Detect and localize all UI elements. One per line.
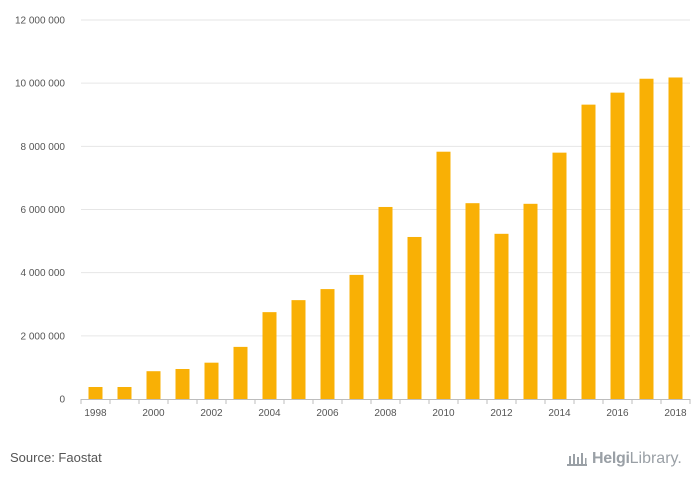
y-tick-label: 12 000 000: [15, 16, 65, 27]
bar-2004[interactable]: [262, 312, 277, 399]
x-axis-tick-labels: 1998 2000 2002 2004 2006 2008 2010 2012 2014 2016…: [84, 408, 687, 419]
x-tick-label: 2016: [606, 408, 629, 419]
bar-2007[interactable]: [349, 274, 364, 399]
library-building-icon: [567, 453, 587, 466]
bar-2005[interactable]: [291, 300, 306, 399]
bar-chart: 0 2 000 000 4 000 000 6 000 000 8 000 000 10 …: [15, 16, 691, 419]
source-note: Source: Faostat: [10, 450, 102, 465]
bar-2017[interactable]: [639, 78, 654, 400]
x-tick-label: 2002: [200, 408, 223, 419]
x-axis: [80, 399, 691, 404]
bar-2006[interactable]: [320, 289, 335, 399]
bar-1999[interactable]: [117, 386, 132, 399]
x-tick-label: 2008: [374, 408, 397, 419]
x-tick-label: 2012: [490, 408, 513, 419]
x-tick-label: 2014: [548, 408, 571, 419]
x-tick-label: 2006: [316, 408, 339, 419]
y-tick-label: 6 000 000: [21, 205, 66, 216]
logo-text-library: Library.: [629, 450, 682, 467]
bar-2003[interactable]: [233, 346, 248, 399]
bar-2001[interactable]: [175, 368, 190, 399]
bar-2012[interactable]: [494, 233, 509, 399]
bar-2011[interactable]: [465, 203, 480, 399]
y-tick-label: 10 000 000: [15, 79, 65, 90]
bar-2002[interactable]: [204, 362, 219, 399]
bar-2015[interactable]: [581, 104, 596, 399]
y-tick-label: 4 000 000: [21, 268, 66, 279]
y-tick-label: 8 000 000: [21, 142, 66, 153]
bar-2014[interactable]: [552, 152, 567, 399]
bar-2010[interactable]: [436, 151, 451, 399]
y-axis-tick-labels: 0 2 000 000 4 000 000 6 000 000 8 000 000 10 …: [15, 16, 66, 406]
bar-2013[interactable]: [523, 203, 538, 399]
x-tick-label: 2000: [142, 408, 165, 419]
bar-2018[interactable]: [668, 77, 683, 400]
x-tick-label: 2018: [664, 408, 687, 419]
helgi-library-logo[interactable]: Helgi Library.: [566, 450, 682, 468]
bar-2000[interactable]: [146, 371, 161, 399]
x-tick-label: 1998: [84, 408, 107, 419]
bar-2008[interactable]: [378, 206, 393, 399]
y-tick-label: 2 000 000: [21, 331, 66, 342]
bar-1998[interactable]: [88, 386, 103, 399]
bars: [88, 77, 683, 400]
bar-2009[interactable]: [407, 236, 422, 399]
logo-text-helgi: Helgi: [592, 450, 630, 467]
bar-2016[interactable]: [610, 92, 625, 400]
x-tick-label: 2010: [432, 408, 455, 419]
y-tick-label: 0: [59, 395, 65, 406]
x-tick-label: 2004: [258, 408, 281, 419]
